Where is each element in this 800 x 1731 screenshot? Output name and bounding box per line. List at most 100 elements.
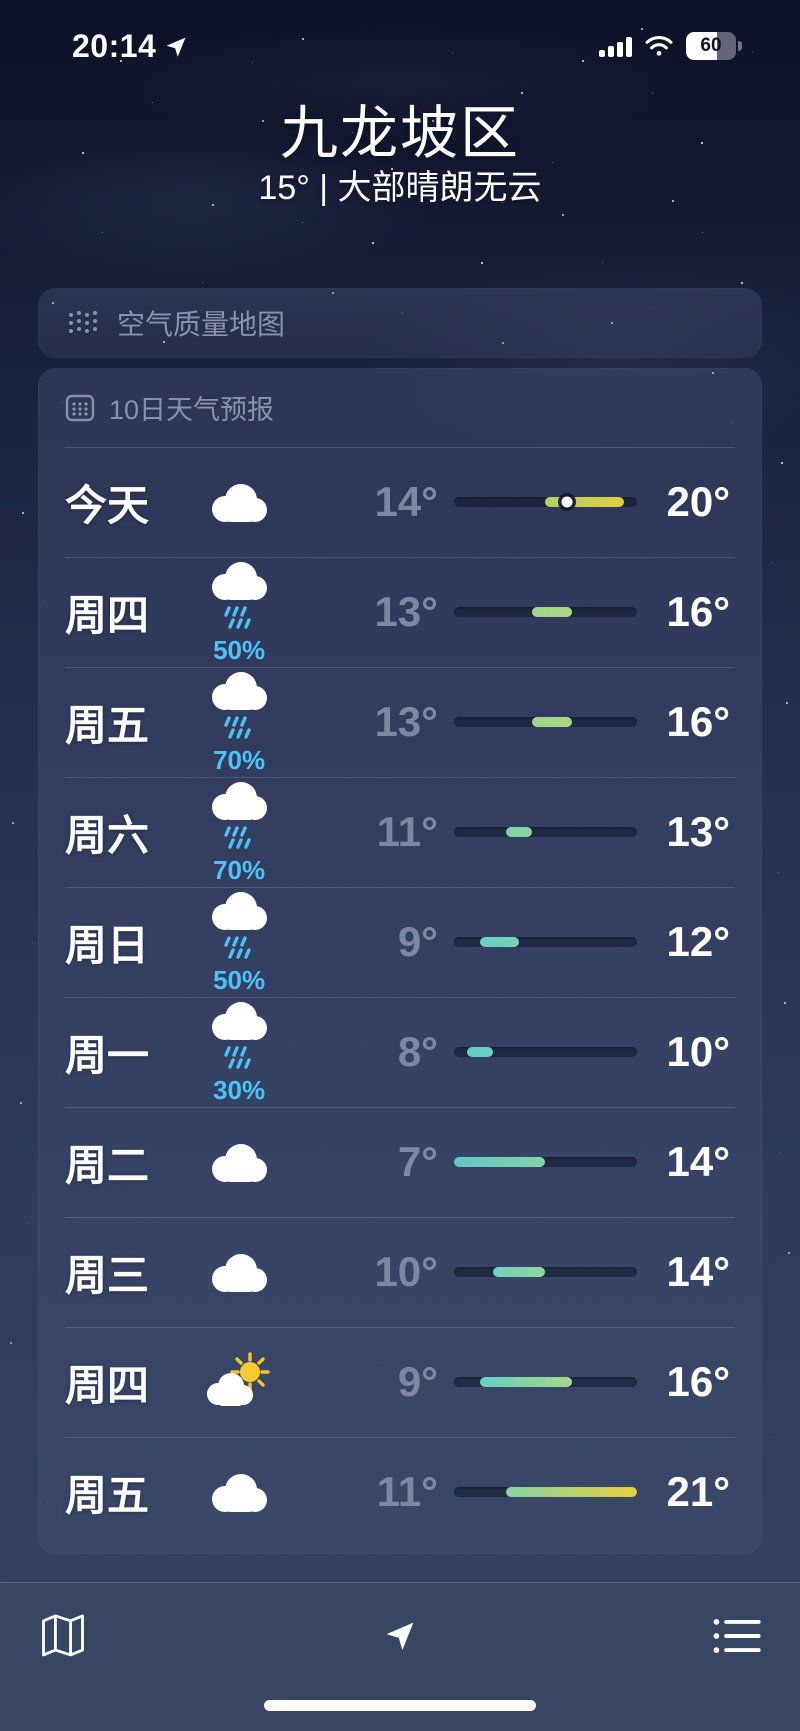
forecast-day-label: 周四: [65, 591, 150, 639]
cloud-icon: [194, 1136, 285, 1188]
forecast-row[interactable]: 周五 11° 21°: [38, 1437, 762, 1547]
temp-range-bar: [453, 1047, 637, 1057]
cloud-rain-icon: 30%: [194, 1001, 285, 1103]
temp-range-track: [453, 1267, 637, 1277]
page-title-location: 九龙坡区: [279, 101, 520, 166]
precip-label: 30%: [213, 1075, 266, 1105]
high-temp: 20°: [666, 478, 730, 525]
precip-label: 70%: [213, 745, 266, 775]
high-temp: 13°: [666, 808, 730, 855]
weather-icon-glyph: [203, 891, 275, 965]
temp-range-bar: [453, 607, 637, 617]
high-temp: 16°: [666, 588, 730, 635]
high-temp: 21°: [666, 1468, 730, 1515]
cloud-icon: [194, 1246, 285, 1298]
air-quality-map-card[interactable]: 空气质量地图: [38, 288, 762, 358]
forecast-row[interactable]: 周日 50% 9° 12°: [38, 887, 762, 997]
cloud-rain-icon: 70%: [194, 781, 285, 883]
weather-icon-glyph: [203, 671, 275, 745]
location-arrow-icon: [386, 1622, 414, 1650]
forecast-row[interactable]: 周四 9° 16°: [38, 1327, 762, 1437]
forecast-row[interactable]: 周四 50% 13° 16°: [38, 557, 762, 667]
weather-icon-glyph: [203, 561, 275, 635]
temp-range-track: [453, 1047, 637, 1057]
cloud-rain-icon: 70%: [194, 671, 285, 773]
forecast-day-label: 周一: [65, 1031, 150, 1079]
forecast-day-label: 周三: [65, 1251, 150, 1299]
forecast-row[interactable]: 今天 14° 20°: [38, 447, 762, 557]
weather-icon-glyph: [203, 781, 275, 855]
temp-range-fill: [545, 496, 624, 508]
forecast-day-label: 今天: [65, 481, 150, 529]
star-field: [0, 0, 1, 1]
forecast-row[interactable]: 周五 70% 13° 16°: [38, 667, 762, 777]
forecast-row[interactable]: 周六 70% 11° 13°: [38, 777, 762, 887]
low-temp: 7°: [397, 1138, 438, 1185]
cloud-icon: [194, 1466, 285, 1518]
status-time: 20:14: [72, 28, 188, 65]
cellular-signal-icon: [599, 35, 632, 57]
temp-range-fill: [480, 1377, 572, 1387]
low-temp: 13°: [374, 588, 438, 635]
precip-label: 70%: [213, 855, 266, 885]
temp-range-fill: [493, 1267, 546, 1277]
weather-icon-glyph: [200, 1352, 278, 1412]
temp-range-fill: [453, 1157, 546, 1167]
weather-icon-glyph: [203, 1136, 275, 1188]
weather-icon-glyph: [203, 476, 275, 528]
dotted-map-icon: [69, 311, 97, 333]
temp-range-bar: [453, 1487, 637, 1497]
low-temp: 10°: [374, 1248, 438, 1295]
high-temp: 16°: [666, 1358, 730, 1405]
clock-text: 20:14: [72, 28, 157, 64]
forecast-row[interactable]: 周一 30% 8° 10°: [38, 997, 762, 1107]
temp-range-bar: [453, 937, 637, 947]
temp-range-track: [453, 827, 637, 837]
temp-range-fill: [506, 827, 533, 837]
location-list-button[interactable]: [702, 1601, 772, 1671]
temp-range-fill: [480, 937, 520, 947]
current-conditions-summary: 15° | 大部晴朗无云: [258, 169, 542, 207]
weather-icon-glyph: [203, 1246, 275, 1298]
high-temp: 10°: [666, 1028, 730, 1075]
temp-range-fill: [532, 607, 572, 617]
forecast-day-label: 周日: [65, 921, 150, 969]
weather-icon-glyph: [203, 1466, 275, 1518]
temp-range-bar: [453, 1377, 637, 1387]
low-temp: 9°: [397, 1358, 438, 1405]
temp-range-bar: [453, 1157, 637, 1167]
temp-range-fill: [506, 1487, 637, 1497]
low-temp: 13°: [374, 698, 438, 745]
forecast-day-label: 周五: [65, 701, 150, 749]
forecast-day-label: 周六: [65, 811, 150, 859]
cloud-icon: [194, 476, 285, 528]
cloud-sun-icon: [194, 1352, 285, 1412]
air-quality-map-button[interactable]: [28, 1601, 98, 1671]
current-location-button[interactable]: [365, 1601, 435, 1671]
wifi-icon: [645, 35, 673, 56]
temp-range-bar: [453, 827, 637, 837]
temp-range-bar: [453, 717, 637, 727]
temp-range-fill: [467, 1047, 494, 1057]
bottom-toolbar: [0, 1582, 800, 1731]
forecast-list: 今天 14° 20° 周四 50% 13° 16° 周五: [38, 447, 762, 1547]
low-temp: 11°: [376, 808, 438, 855]
cloud-rain-icon: 50%: [194, 891, 285, 993]
low-temp: 11°: [376, 1468, 438, 1515]
forecast-day-label: 周二: [65, 1141, 150, 1189]
forecast-row[interactable]: 周三 10° 14°: [38, 1217, 762, 1327]
low-temp: 8°: [397, 1028, 438, 1075]
ten-day-forecast-card: 10日天气预报 今天 14° 20° 周四 50% 13° 16°: [38, 368, 762, 1554]
home-indicator[interactable]: [264, 1700, 536, 1711]
temp-range-bar: [453, 1267, 637, 1277]
weather-icon-glyph: [203, 1001, 275, 1075]
high-temp: 14°: [666, 1248, 730, 1295]
calendar-icon: [65, 394, 95, 421]
high-temp: 12°: [666, 918, 730, 965]
air-quality-map-label: 空气质量地图: [117, 309, 286, 340]
temp-range-track: [453, 937, 637, 947]
forecast-row[interactable]: 周二 7° 14°: [38, 1107, 762, 1217]
battery-percent: 60: [700, 35, 722, 56]
low-temp: 9°: [397, 918, 438, 965]
precip-label: 50%: [213, 635, 266, 665]
